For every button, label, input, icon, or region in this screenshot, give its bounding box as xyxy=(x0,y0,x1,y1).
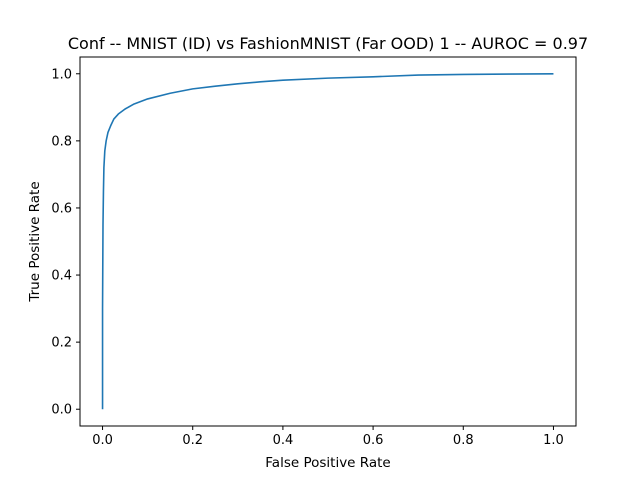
x-tick-label: 0.0 xyxy=(92,433,113,448)
x-tick-label: 0.2 xyxy=(182,433,203,448)
x-axis: 0.0 0.2 0.4 0.6 0.8 1.0 xyxy=(92,426,564,448)
x-tick-label: 0.8 xyxy=(453,433,474,448)
y-axis-label: True Positive Rate xyxy=(27,181,43,302)
chart-title: Conf -- MNIST (ID) vs FashionMNIST (Far … xyxy=(68,34,588,53)
roc-curve xyxy=(101,72,554,410)
y-tick-label: 0.2 xyxy=(51,336,72,351)
x-tick-label: 1.0 xyxy=(543,433,564,448)
plot-frame xyxy=(79,56,577,427)
x-tick-label: 0.6 xyxy=(363,433,384,448)
x-axis-label: False Positive Rate xyxy=(265,455,390,471)
y-tick-label: 1.0 xyxy=(51,67,72,82)
y-axis: 0.0 0.2 0.4 0.6 0.8 1.0 xyxy=(51,67,80,418)
plot-layer xyxy=(101,72,554,410)
y-tick-label: 0.0 xyxy=(51,403,72,418)
y-tick-label: 0.8 xyxy=(51,134,72,149)
x-tick-label: 0.4 xyxy=(273,433,294,448)
y-tick-label: 0.6 xyxy=(51,201,72,216)
y-tick-label: 0.4 xyxy=(51,269,72,284)
